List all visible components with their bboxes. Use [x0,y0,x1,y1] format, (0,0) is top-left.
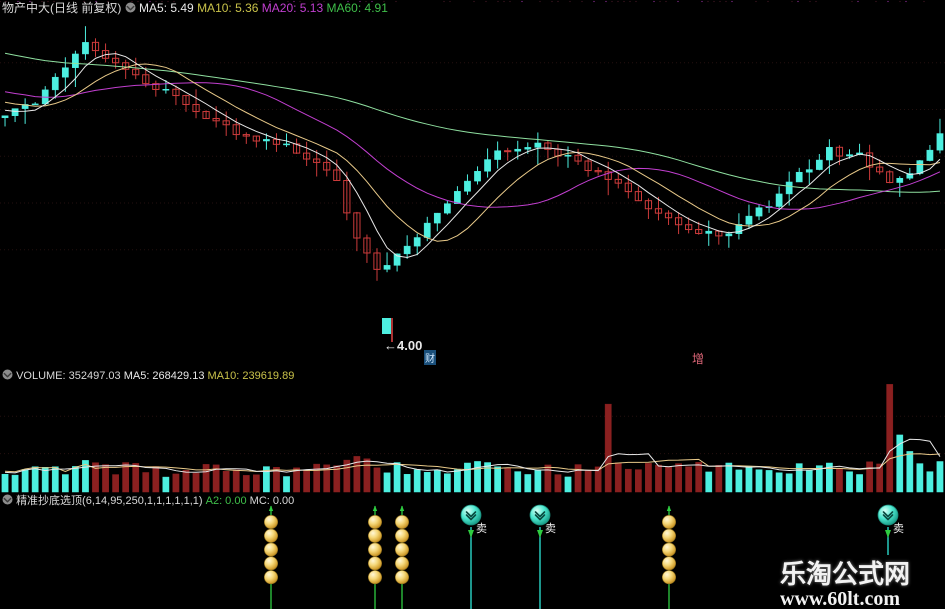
svg-text:卖: 卖 [476,522,487,535]
svg-text:卖: 卖 [893,522,904,535]
svg-text:卖: 卖 [545,522,556,535]
